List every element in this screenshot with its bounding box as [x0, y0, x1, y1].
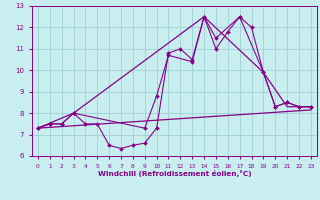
X-axis label: Windchill (Refroidissement éolien,°C): Windchill (Refroidissement éolien,°C) [98, 170, 251, 177]
